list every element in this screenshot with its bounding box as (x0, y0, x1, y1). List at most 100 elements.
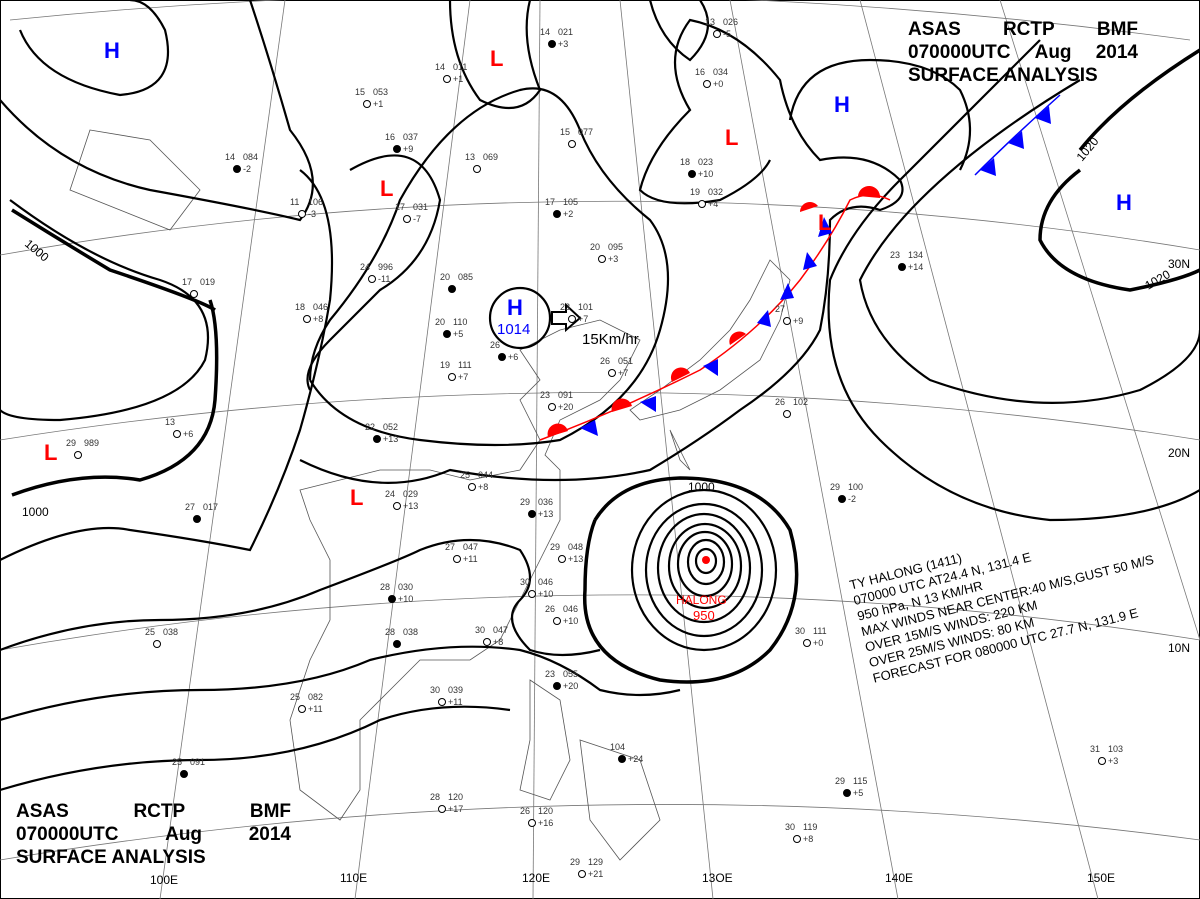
station-value: 037 (403, 132, 418, 142)
station-circle-icon (553, 617, 561, 625)
station-plot: 30 047 +8 (475, 625, 508, 647)
header-text: ASAS (16, 801, 69, 822)
station-value: 28 (430, 792, 440, 802)
longitude-label: 120E (522, 871, 550, 885)
station-circle-icon (180, 770, 188, 778)
station-value: -5 (723, 29, 731, 39)
station-value: 13 (705, 17, 715, 27)
station-value: 134 (908, 250, 923, 260)
latitude-label: 30N (1168, 257, 1190, 271)
station-plot: 29 129 +21 (570, 857, 603, 879)
station-value: 26 (490, 340, 500, 350)
station-value: 996 (378, 262, 393, 272)
station-value: +8 (803, 834, 813, 844)
station-plot: 17 031 -7 (395, 202, 428, 224)
station-plot: 11 106 -3 (290, 197, 323, 219)
station-value: +24 (628, 754, 643, 764)
station-value: 29 (830, 482, 840, 492)
station-value: +7 (578, 314, 588, 324)
station-value: +7 (458, 372, 468, 382)
station-value: +20 (563, 681, 578, 691)
station-value: +3 (608, 254, 618, 264)
station-value: 15 (560, 127, 570, 137)
station-value: -3 (308, 209, 316, 219)
station-value: -7 (413, 214, 421, 224)
station-plot: 26 120 +16 (520, 806, 553, 828)
station-value: 13 (465, 152, 475, 162)
isobar-label: 1000 (22, 237, 52, 265)
station-plot: 15 077 (560, 127, 593, 148)
header-top: ASAS RCTP BMF 070000UTC Aug 2014 SURFACE ANALY… (908, 18, 1138, 87)
station-value: 030 (398, 582, 413, 592)
station-circle-icon (803, 639, 811, 647)
station-value: 047 (463, 542, 478, 552)
header-text: SURFACE ANALYSIS (16, 847, 206, 868)
station-value: +6 (183, 429, 193, 439)
station-value: 111 (813, 626, 827, 636)
station-value: +8 (313, 314, 323, 324)
station-value: 24 (385, 489, 395, 499)
station-value: 084 (243, 152, 258, 162)
pressure-systems: H H H H 1014 L L L L L L (44, 38, 1132, 510)
station-circle-icon (373, 435, 381, 443)
station-value: 28 (380, 582, 390, 592)
station-value: +16 (538, 818, 553, 828)
station-plot: 17 105 +2 (545, 197, 578, 219)
motion-speed: 15Km/hr (582, 331, 639, 348)
station-value: +5 (453, 329, 463, 339)
low-pressure-label: L (380, 176, 393, 201)
station-value: +9 (793, 316, 803, 326)
station-value: 046 (313, 302, 328, 312)
station-plot: 13 +6 (165, 417, 193, 439)
cold-front (974, 94, 1061, 176)
station-value: 091 (190, 757, 205, 767)
station-value: +3 (558, 39, 568, 49)
station-value: 27 (775, 304, 785, 314)
header-text: 2014 (1095, 42, 1138, 63)
station-value: 077 (578, 127, 593, 137)
high-pressure-label: H (1116, 190, 1132, 215)
station-value: 15 (355, 87, 365, 97)
longitude-label: 150E (1087, 871, 1115, 885)
station-circle-icon (473, 165, 481, 173)
station-value: +4 (708, 199, 718, 209)
station-circle-icon (793, 835, 801, 843)
station-plot: 14 084 -2 (225, 152, 258, 174)
station-circle-icon (898, 263, 906, 271)
station-value: +10 (698, 169, 713, 179)
station-plot: 30 046 +10 (520, 577, 553, 599)
station-plot: 26 102 (775, 397, 808, 418)
header-text: ASAS (908, 19, 961, 40)
station-circle-icon (528, 510, 536, 518)
station-value: 27 (445, 542, 455, 552)
high-pressure-label: H (507, 295, 523, 320)
station-value: 25 (460, 470, 470, 480)
station-value: 017 (203, 502, 218, 512)
isobar-label: 1000 (22, 505, 49, 519)
station-value: 13 (165, 417, 175, 427)
station-value: +10 (538, 589, 553, 599)
coastlines (69, 129, 791, 861)
typhoon-center: HALONG 950 (676, 556, 727, 623)
station-value: 038 (163, 627, 178, 637)
station-plot: 28 030 +10 (380, 582, 413, 604)
station-value: 120 (448, 792, 463, 802)
station-value: 18 (680, 157, 690, 167)
station-plot: 27 017 (185, 502, 218, 523)
station-value: 026 (723, 17, 738, 27)
station-plot: 13 069 (465, 152, 498, 173)
station-circle-icon (1098, 757, 1106, 765)
station-plot: 23 055 +20 (545, 669, 578, 691)
station-value: +14 (908, 262, 923, 272)
station-plot: 25 091 (172, 757, 205, 778)
station-value: 105 (563, 197, 578, 207)
station-value: +13 (568, 554, 583, 564)
station-circle-icon (298, 705, 306, 713)
station-value: 19 (440, 360, 450, 370)
station-plot: 26 046 +10 (545, 604, 578, 626)
station-circle-icon (448, 373, 456, 381)
header-text: BMF (1096, 19, 1138, 40)
station-value: 029 (403, 489, 418, 499)
